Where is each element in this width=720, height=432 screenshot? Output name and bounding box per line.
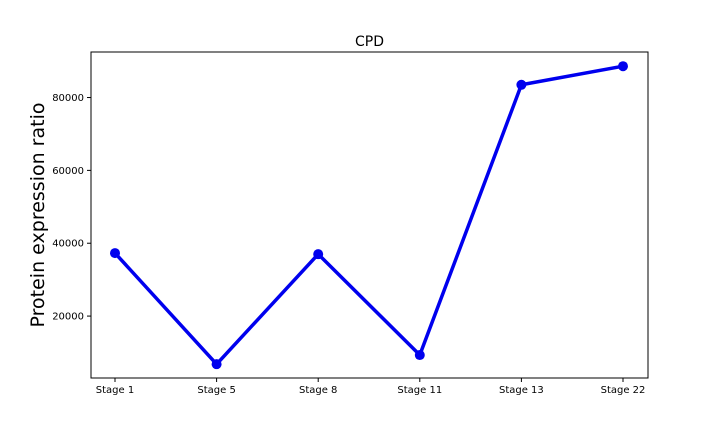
- y-tick-label: 80000: [52, 93, 84, 104]
- data-point: [618, 61, 628, 72]
- data-point: [516, 79, 527, 90]
- x-tick-label: Stage 8: [299, 385, 337, 396]
- series-line: [113, 64, 625, 366]
- y-axis-ticks: 20000 40000 60000 80000: [52, 93, 91, 323]
- y-tick-label: 60000: [52, 166, 84, 177]
- y-tick-label: 20000: [52, 312, 84, 323]
- data-point: [414, 350, 425, 361]
- series-layer: [110, 61, 628, 370]
- x-tick-label: Stage 5: [197, 385, 235, 396]
- x-tick-label: Stage 22: [601, 385, 646, 396]
- x-axis-ticks: Stage 1 Stage 5 Stage 8 Stage 11 Stage 13 Sta…: [96, 378, 646, 396]
- data-point: [211, 359, 222, 370]
- data-point: [110, 248, 120, 259]
- y-tick-label: 40000: [52, 239, 84, 250]
- plot-frame: [90, 51, 649, 379]
- x-tick-label: Stage 1: [96, 385, 134, 396]
- x-tick-label: Stage 11: [397, 385, 442, 396]
- y-axis-label: Protein expression ratio: [27, 103, 49, 328]
- chart-title: CPD: [355, 34, 384, 50]
- plot-background: [91, 52, 648, 378]
- data-point: [313, 249, 324, 260]
- x-tick-label: Stage 13: [499, 385, 544, 396]
